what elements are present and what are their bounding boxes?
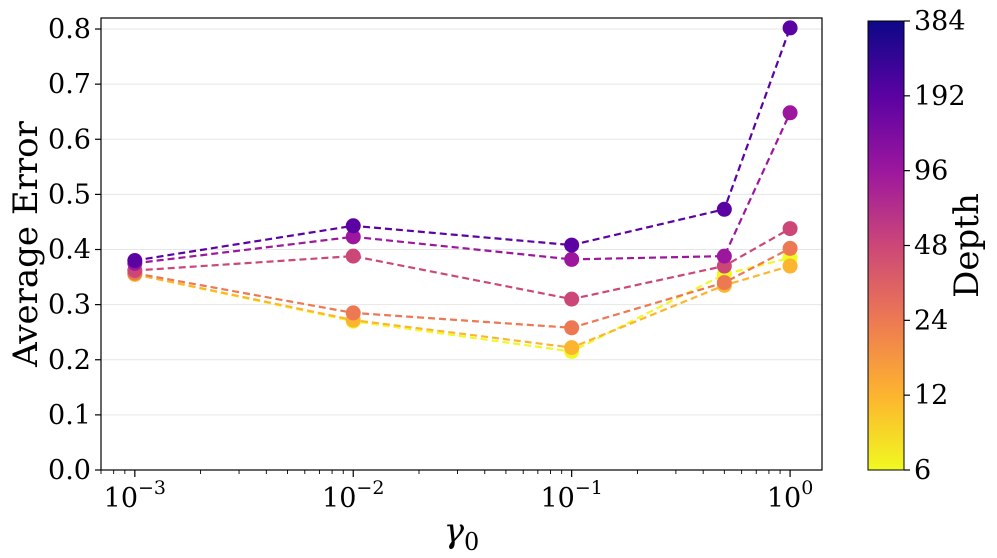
data-point <box>782 105 798 121</box>
series-line <box>134 247 791 329</box>
colorbar-tick-label: 48 <box>914 231 948 262</box>
colorbar-tick-label: 192 <box>914 81 966 112</box>
data-point <box>564 291 580 307</box>
colorbar-tick-label: 96 <box>914 156 948 187</box>
data-point <box>345 305 361 321</box>
data-point <box>564 251 580 267</box>
colorbar-tick-label: 12 <box>914 380 948 411</box>
colorbar-tick-label: 384 <box>914 6 966 37</box>
plot-area <box>100 17 823 471</box>
data-point <box>716 275 732 291</box>
y-tick-label: 0.1 <box>48 400 91 431</box>
x-axis-label-sub: 0 <box>464 528 479 556</box>
data-point <box>782 258 798 274</box>
series-6 <box>127 20 798 269</box>
x-axis-label: γ0 <box>444 511 480 556</box>
x-tick-label: 10−1 <box>540 477 602 514</box>
series-line <box>134 227 791 301</box>
series-line <box>134 27 792 262</box>
colorbar <box>867 20 905 471</box>
x-tick-label: 10−2 <box>322 477 384 514</box>
colorbar-tick-label: 24 <box>914 305 948 336</box>
data-point <box>564 320 580 336</box>
y-tick-label: 0.0 <box>48 455 91 486</box>
y-tick-label: 0.5 <box>48 179 91 210</box>
data-point <box>345 229 361 245</box>
y-tick-label: 0.8 <box>48 14 91 45</box>
data-point <box>564 237 580 253</box>
y-tick-label: 0.6 <box>48 124 91 155</box>
data-point <box>345 248 361 264</box>
colorbar-tick-label: 6 <box>914 455 931 486</box>
data-point <box>782 240 798 256</box>
series-2 <box>127 258 798 356</box>
y-tick-label: 0.3 <box>48 290 91 321</box>
axes-ticks: 0.0 0.1 0.2 0.3 0.4 0.5 0.6 0.7 0.8 10−3 10−2 10−1 1… <box>48 14 813 514</box>
data-point <box>782 20 798 36</box>
data-point <box>782 221 798 237</box>
x-tick-label: 100 <box>767 477 813 514</box>
y-tick-label: 0.7 <box>48 69 91 100</box>
series-layer <box>127 20 798 359</box>
data-point <box>564 340 580 356</box>
data-point <box>716 248 732 264</box>
series-line <box>134 112 792 265</box>
series-4 <box>127 221 798 307</box>
data-point <box>345 218 361 234</box>
grid <box>101 28 822 471</box>
x-tick-label: 10−3 <box>104 477 166 514</box>
y-tick-label: 0.2 <box>48 345 91 376</box>
data-point <box>127 253 143 269</box>
data-point <box>716 201 732 217</box>
colorbar-ticks: 6 12 24 48 96 192 384 <box>904 6 966 486</box>
x-axis-label-base: γ <box>444 511 465 551</box>
y-axis-label: Average Error <box>6 120 46 368</box>
colorbar-label: Depth <box>947 193 987 298</box>
y-tick-label: 0.4 <box>48 235 91 266</box>
